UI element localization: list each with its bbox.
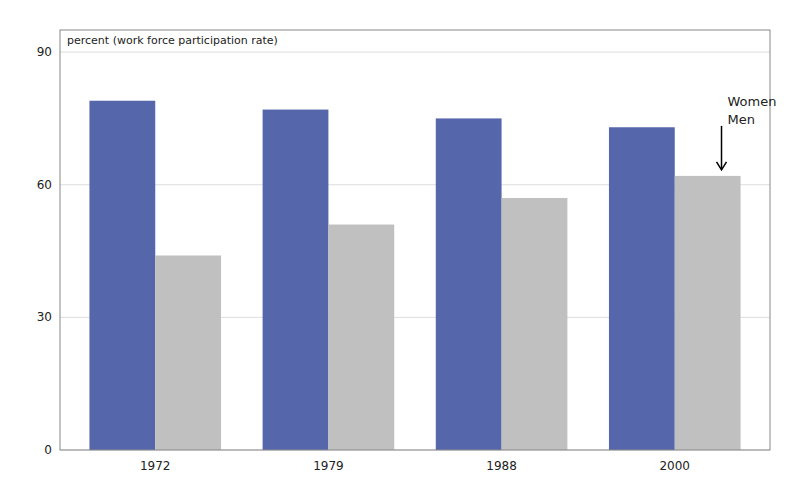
y-axis-label: percent (work force participation rate) [67, 34, 278, 47]
annotation-arrow [721, 126, 723, 169]
plot-frame [60, 30, 770, 450]
y-tick-label: 60 [37, 178, 52, 192]
bar [89, 101, 155, 450]
bar [675, 176, 741, 450]
bar [328, 225, 394, 450]
annotation-text: Men [728, 112, 755, 127]
y-tick-label: 0 [44, 443, 52, 457]
annotation-text: Women [728, 94, 777, 109]
y-tick-label: 30 [37, 310, 52, 324]
chart: 0 30 60 90 1972 1979 1988 2000 percent (work for… [0, 0, 800, 500]
x-tick-label: 1972 [140, 459, 171, 473]
bar [609, 127, 675, 450]
y-tick-label: 90 [37, 45, 52, 59]
bars [89, 101, 740, 450]
annotation: Women Men [717, 94, 777, 170]
grid [60, 52, 770, 450]
bar [436, 118, 502, 450]
grid-line [60, 52, 770, 53]
x-tick-label: 1979 [313, 459, 344, 473]
bar [155, 255, 221, 450]
x-tick-label: 1988 [486, 459, 517, 473]
annotation-arrowhead [717, 162, 727, 170]
x-tick-label: 2000 [659, 459, 690, 473]
bar [502, 198, 568, 450]
bar [263, 110, 329, 450]
